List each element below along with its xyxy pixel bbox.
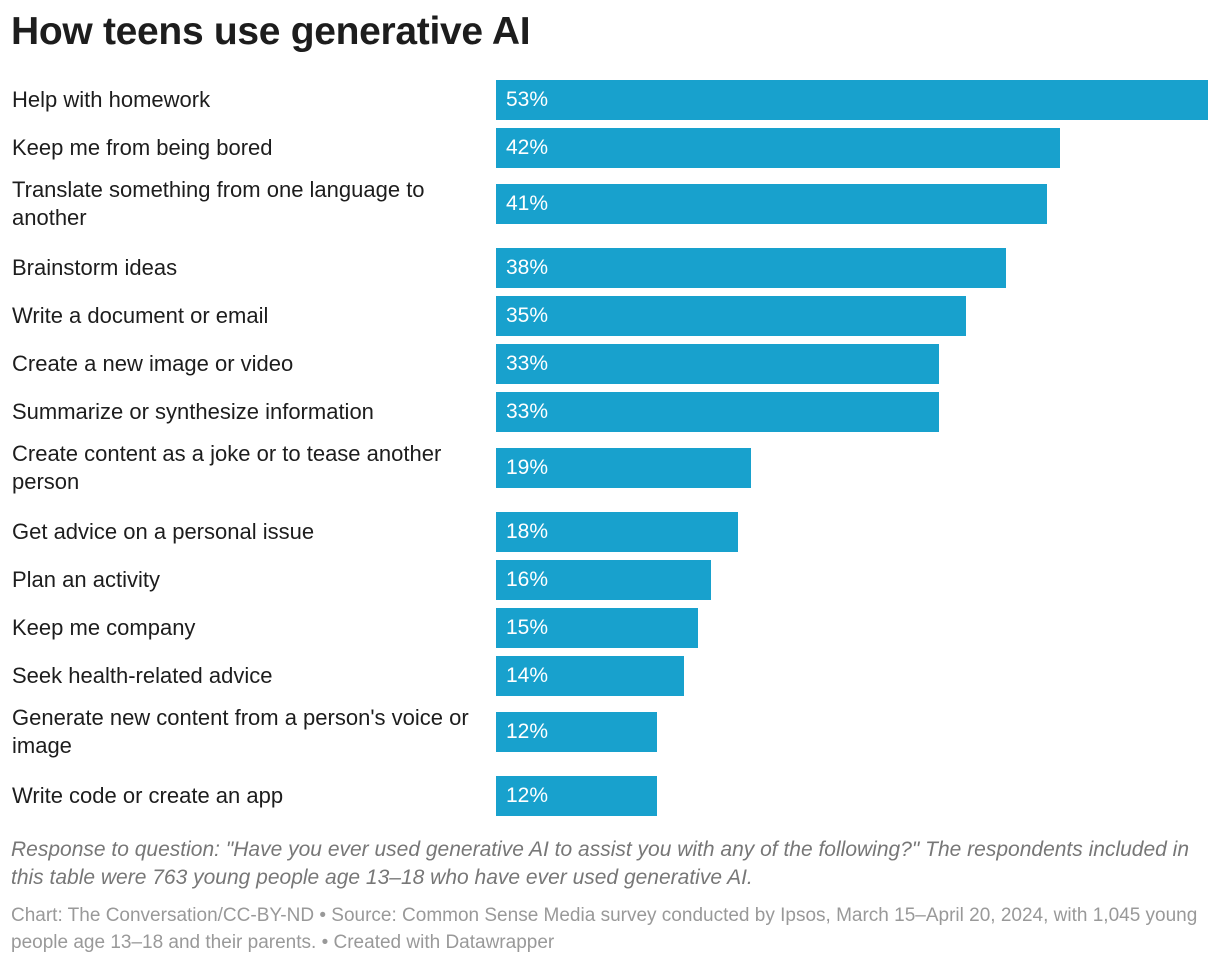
value-label: 35% (506, 304, 549, 327)
chart-notes: Response to question: "Have you ever use… (11, 838, 1189, 889)
bar-cell: 19% (496, 448, 1212, 488)
bar-cell: 53% (496, 80, 1212, 120)
bar-cell: 38% (496, 248, 1212, 288)
category-label: Get advice on a personal issue (12, 519, 315, 544)
category-label: Keep me from being bored (12, 135, 273, 160)
bar-row: Get advice on a personal issue 18% (12, 512, 1212, 552)
bar: 35% (496, 296, 967, 336)
category-label: Plan an activity (12, 567, 160, 592)
category-label: Help with homework (12, 87, 211, 112)
value-label: 14% (506, 664, 549, 687)
chart-source: Chart: The Conversation/CC-BY-ND • Sourc… (11, 905, 1198, 953)
value-label: 19% (506, 456, 549, 479)
bar: 19% (496, 448, 752, 488)
category-label: Create a new image or video (12, 351, 294, 376)
category-label: Write code or create an app (12, 783, 284, 808)
bar-cell: 16% (496, 560, 1212, 600)
chart-title: How teens use generative AI (11, 10, 531, 53)
bar: 14% (496, 656, 685, 696)
bar-row: Keep me from being bored 42% (12, 128, 1212, 168)
value-label: 12% (506, 720, 549, 743)
value-label: 33% (506, 400, 549, 423)
bar: 33% (496, 344, 940, 384)
value-label: 16% (506, 568, 549, 591)
bar: 42% (496, 128, 1061, 168)
value-label: 38% (506, 256, 549, 279)
bar-cell: 15% (496, 608, 1212, 648)
category-label: Generate new content from a person's voi… (12, 705, 469, 758)
bar-cell: 33% (496, 344, 1212, 384)
bar-cell: 18% (496, 512, 1212, 552)
bar: 12% (496, 712, 658, 752)
bar-cell: 12% (496, 712, 1212, 752)
value-label: 15% (506, 616, 549, 639)
bar: 16% (496, 560, 711, 600)
bar-cell: 14% (496, 656, 1212, 696)
category-label: Translate something from one language to… (12, 177, 425, 230)
value-label: 42% (506, 136, 549, 159)
bar-cell: 35% (496, 296, 1212, 336)
category-label: Seek health-related advice (12, 663, 273, 688)
bar-row: Create a new image or video 33% (12, 344, 1212, 384)
category-label: Keep me company (12, 615, 196, 640)
bar-chart: Help with homework 53% Keep me from being … (12, 80, 1212, 824)
value-label: 18% (506, 520, 549, 543)
bar: 12% (496, 776, 658, 816)
bar-row: Brainstorm ideas 38% (12, 248, 1212, 288)
bar-row: Write a document or email 35% (12, 296, 1212, 336)
bar-cell: 41% (496, 184, 1212, 224)
bar-row: Seek health-related advice 14% (12, 656, 1212, 696)
bar-cell: 42% (496, 128, 1212, 168)
bar: 41% (496, 184, 1047, 224)
bar-row: Generate new content from a person's voi… (12, 704, 1212, 760)
value-label: 41% (506, 192, 549, 215)
bar-row: Plan an activity 16% (12, 560, 1212, 600)
bar: 15% (496, 608, 698, 648)
bar-row: Write code or create an app 12% (12, 776, 1212, 816)
category-label: Create content as a joke or to tease ano… (12, 441, 442, 494)
bar: 33% (496, 392, 940, 432)
bar-row: Keep me company 15% (12, 608, 1212, 648)
category-label: Summarize or synthesize information (12, 399, 374, 424)
value-label: 33% (506, 352, 549, 375)
category-label: Brainstorm ideas (12, 255, 178, 280)
bar-cell: 12% (496, 776, 1212, 816)
value-label: 12% (506, 784, 549, 807)
bar-row: Summarize or synthesize information 33% (12, 392, 1212, 432)
bar: 38% (496, 248, 1007, 288)
category-label: Write a document or email (12, 303, 269, 328)
bar: 53% (496, 80, 1208, 120)
bar-cell: 33% (496, 392, 1212, 432)
bar: 18% (496, 512, 738, 552)
bar-row: Help with homework 53% (12, 80, 1212, 120)
value-label: 53% (506, 88, 549, 111)
bar-row: Translate something from one language to… (12, 176, 1212, 232)
bar-row: Create content as a joke or to tease ano… (12, 440, 1212, 496)
